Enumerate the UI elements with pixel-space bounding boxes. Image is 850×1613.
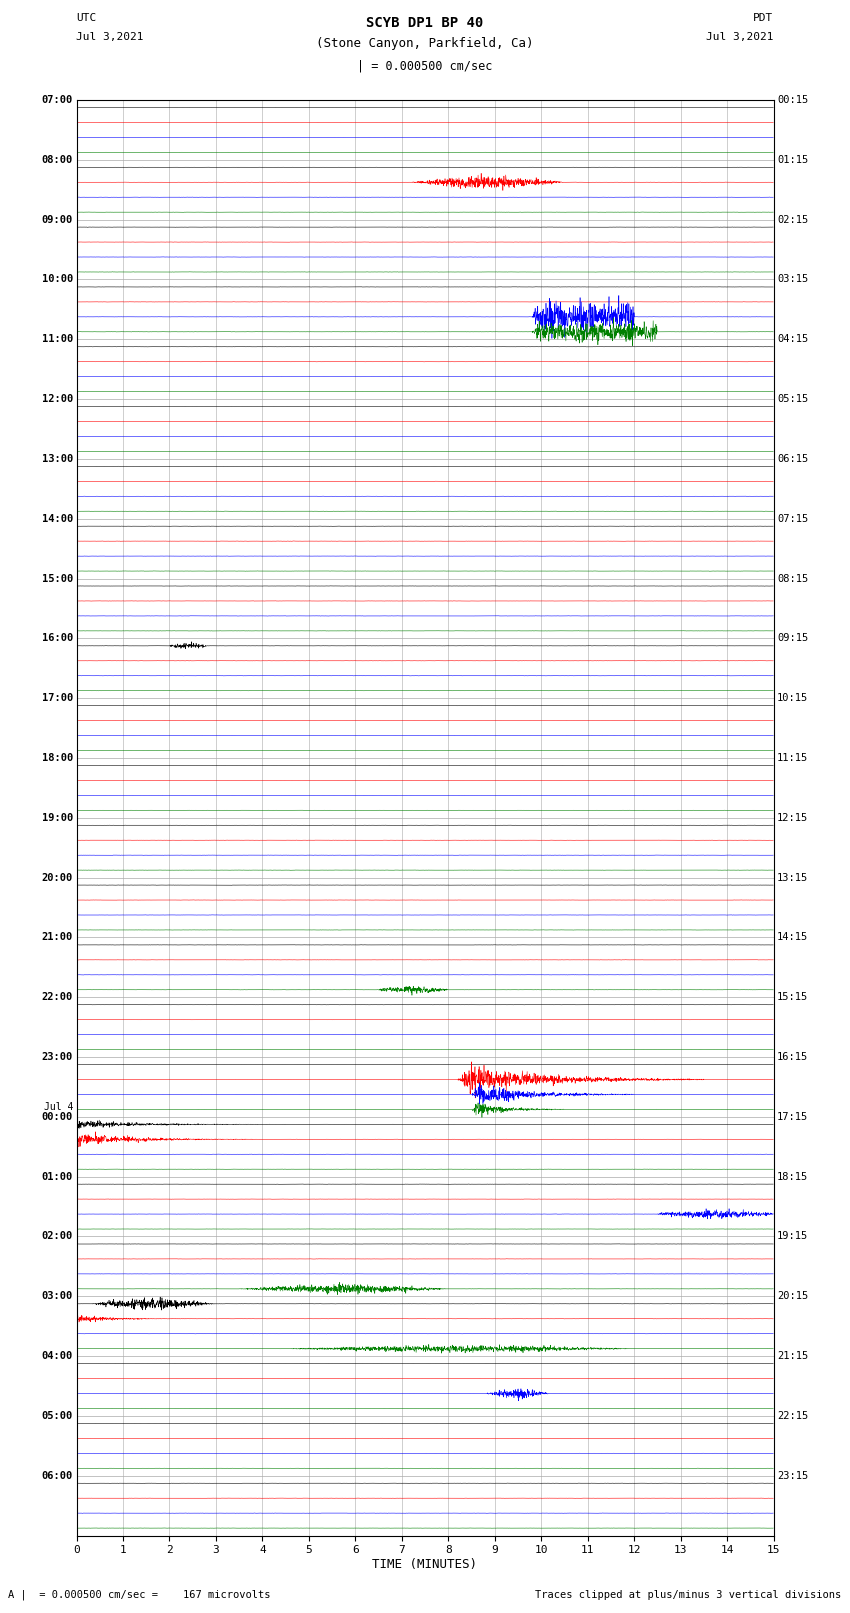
Text: Jul 3,2021: Jul 3,2021 [706, 32, 774, 42]
Text: 02:00: 02:00 [42, 1231, 73, 1242]
Text: A |  = 0.000500 cm/sec =    167 microvolts: A | = 0.000500 cm/sec = 167 microvolts [8, 1589, 271, 1600]
Text: (Stone Canyon, Parkfield, Ca): (Stone Canyon, Parkfield, Ca) [316, 37, 534, 50]
X-axis label: TIME (MINUTES): TIME (MINUTES) [372, 1558, 478, 1571]
Text: 07:00: 07:00 [42, 95, 73, 105]
Text: 16:00: 16:00 [42, 634, 73, 644]
Text: Traces clipped at plus/minus 3 vertical divisions: Traces clipped at plus/minus 3 vertical … [536, 1590, 842, 1600]
Text: 05:00: 05:00 [42, 1411, 73, 1421]
Text: Jul 3,2021: Jul 3,2021 [76, 32, 144, 42]
Text: 19:15: 19:15 [777, 1231, 808, 1242]
Text: 04:00: 04:00 [42, 1352, 73, 1361]
Text: SCYB DP1 BP 40: SCYB DP1 BP 40 [366, 16, 484, 31]
Text: 18:15: 18:15 [777, 1171, 808, 1182]
Text: 19:00: 19:00 [42, 813, 73, 823]
Text: 22:15: 22:15 [777, 1411, 808, 1421]
Text: 11:15: 11:15 [777, 753, 808, 763]
Text: 07:15: 07:15 [777, 513, 808, 524]
Text: 15:00: 15:00 [42, 574, 73, 584]
Text: 06:15: 06:15 [777, 453, 808, 465]
Text: 09:15: 09:15 [777, 634, 808, 644]
Text: 12:00: 12:00 [42, 394, 73, 405]
Text: 16:15: 16:15 [777, 1052, 808, 1061]
Text: 14:15: 14:15 [777, 932, 808, 942]
Text: 23:00: 23:00 [42, 1052, 73, 1061]
Text: 03:00: 03:00 [42, 1292, 73, 1302]
Text: PDT: PDT [753, 13, 774, 23]
Text: 01:15: 01:15 [777, 155, 808, 165]
Text: 02:15: 02:15 [777, 215, 808, 224]
Text: 05:15: 05:15 [777, 394, 808, 405]
Text: UTC: UTC [76, 13, 97, 23]
Text: 00:00: 00:00 [42, 1111, 73, 1123]
Text: 04:15: 04:15 [777, 334, 808, 344]
Text: | = 0.000500 cm/sec: | = 0.000500 cm/sec [357, 60, 493, 73]
Text: 03:15: 03:15 [777, 274, 808, 284]
Text: 15:15: 15:15 [777, 992, 808, 1002]
Text: 20:00: 20:00 [42, 873, 73, 882]
Text: 14:00: 14:00 [42, 513, 73, 524]
Text: 22:00: 22:00 [42, 992, 73, 1002]
Text: 08:00: 08:00 [42, 155, 73, 165]
Text: 10:00: 10:00 [42, 274, 73, 284]
Text: 08:15: 08:15 [777, 574, 808, 584]
Text: 12:15: 12:15 [777, 813, 808, 823]
Text: 06:00: 06:00 [42, 1471, 73, 1481]
Text: 10:15: 10:15 [777, 694, 808, 703]
Text: Jul 4: Jul 4 [43, 1102, 73, 1111]
Text: 18:00: 18:00 [42, 753, 73, 763]
Text: 00:15: 00:15 [777, 95, 808, 105]
Text: 11:00: 11:00 [42, 334, 73, 344]
Text: 17:00: 17:00 [42, 694, 73, 703]
Text: 13:00: 13:00 [42, 453, 73, 465]
Text: 09:00: 09:00 [42, 215, 73, 224]
Text: 21:15: 21:15 [777, 1352, 808, 1361]
Text: 17:15: 17:15 [777, 1111, 808, 1123]
Text: 20:15: 20:15 [777, 1292, 808, 1302]
Text: 21:00: 21:00 [42, 932, 73, 942]
Text: 13:15: 13:15 [777, 873, 808, 882]
Text: 23:15: 23:15 [777, 1471, 808, 1481]
Text: 01:00: 01:00 [42, 1171, 73, 1182]
